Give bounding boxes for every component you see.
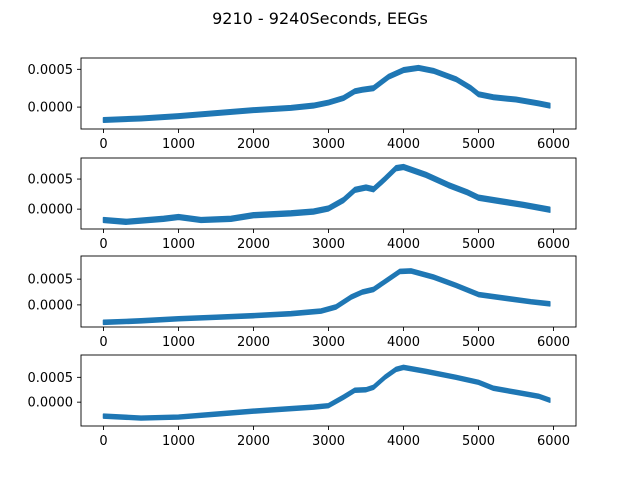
subplot-1: 0 1000 2000 3000 4000 5000 6000 0.0000 0.0005 xyxy=(28,57,577,152)
x-tick-label: 4000 xyxy=(387,137,420,152)
y-tick-label: 0.0000 xyxy=(28,396,74,411)
subplot-4: 0 1000 2000 3000 4000 5000 6000 0.0000 0.0005 xyxy=(28,354,577,449)
y-tick-label: 0.0005 xyxy=(28,63,74,78)
x-tick-label: 6000 xyxy=(537,434,570,449)
x-tick-label: 3000 xyxy=(312,237,345,252)
y-tick-label: 0.0005 xyxy=(28,371,74,386)
series-line-3-1 xyxy=(102,268,551,326)
x-tick-label: 5000 xyxy=(462,137,495,152)
x-tick-label: 1000 xyxy=(162,434,195,449)
x-tick-label: 6000 xyxy=(537,237,570,252)
y-tick-label: 0.0000 xyxy=(28,298,74,313)
x-tick-label: 3000 xyxy=(312,434,345,449)
x-tick-label: 1000 xyxy=(162,137,195,152)
x-tick-label: 0 xyxy=(99,335,107,350)
y-tick-label: 0.0000 xyxy=(28,101,74,116)
x-tick-label: 4000 xyxy=(387,335,420,350)
subplots: 0 1000 2000 3000 4000 5000 6000 0.0000 0.0005 0 10… xyxy=(28,57,577,449)
x-tick-label: 2000 xyxy=(237,237,270,252)
x-tick-label: 0 xyxy=(99,434,107,449)
x-tick-label: 3000 xyxy=(312,335,345,350)
y-tick-label: 0.0000 xyxy=(28,203,74,218)
x-tick-label: 2000 xyxy=(237,137,270,152)
y-tick-label: 0.0005 xyxy=(28,273,74,288)
x-tick-label: 2000 xyxy=(237,434,270,449)
x-tick-label: 5000 xyxy=(462,237,495,252)
x-tick-label: 0 xyxy=(99,237,107,252)
subplot-3: 0 1000 2000 3000 4000 5000 6000 0.0000 0.0005 xyxy=(28,255,577,350)
figure-title: 9210 - 9240Seconds, EEGs xyxy=(212,9,428,28)
x-tick-label: 1000 xyxy=(162,335,195,350)
x-tick-label: 0 xyxy=(99,137,107,152)
x-tick-label: 1000 xyxy=(162,237,195,252)
y-tick-label: 0.0005 xyxy=(28,173,74,188)
series-line-4-1 xyxy=(102,364,551,421)
x-tick-label: 4000 xyxy=(387,434,420,449)
series-line-2-1 xyxy=(102,163,551,225)
x-tick-label: 6000 xyxy=(537,137,570,152)
x-tick-label: 4000 xyxy=(387,237,420,252)
x-tick-label: 6000 xyxy=(537,335,570,350)
x-tick-label: 2000 xyxy=(237,335,270,350)
x-tick-label: 3000 xyxy=(312,137,345,152)
x-tick-label: 5000 xyxy=(462,335,495,350)
x-tick-label: 5000 xyxy=(462,434,495,449)
series-line-1-1 xyxy=(102,64,551,123)
subplot-2: 0 1000 2000 3000 4000 5000 6000 0.0000 0.0005 xyxy=(28,157,577,252)
